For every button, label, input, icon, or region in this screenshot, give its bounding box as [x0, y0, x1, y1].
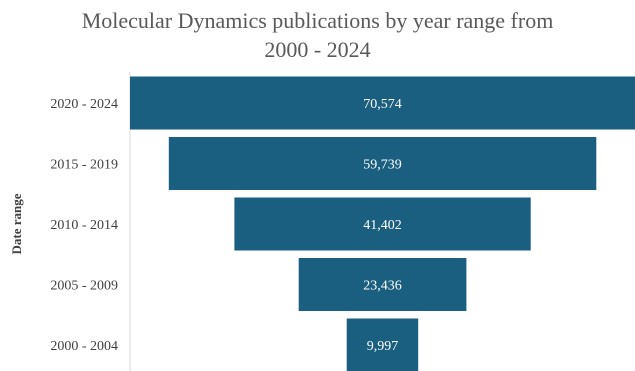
data-label: 9,997	[367, 339, 399, 354]
data-label: 59,739	[363, 158, 402, 173]
category-tick-label: 2020 - 2024	[50, 97, 118, 112]
funnel-bar	[168, 137, 597, 190]
data-label: 70,574	[363, 97, 402, 112]
category-tick-label: 2015 - 2019	[50, 158, 118, 173]
chart-title: Molecular Dynamics publications by year …	[81, 8, 554, 62]
funnel-bar	[346, 318, 419, 371]
category-tick-label: 2010 - 2014	[50, 218, 118, 233]
category-tick-label: 2005 - 2009	[50, 279, 118, 294]
category-tick-label: 2000 - 2004	[50, 339, 118, 354]
data-label: 23,436	[363, 279, 402, 294]
bars-layer: 70,574 2020 - 2024 59,739 2015 - 2019 41,402…	[50, 76, 635, 371]
y-axis-title: Date range	[9, 193, 24, 254]
data-label: 41,402	[363, 218, 402, 233]
funnel-bar	[130, 76, 635, 130]
funnel-bar	[234, 197, 531, 251]
funnel-bar	[298, 258, 467, 311]
